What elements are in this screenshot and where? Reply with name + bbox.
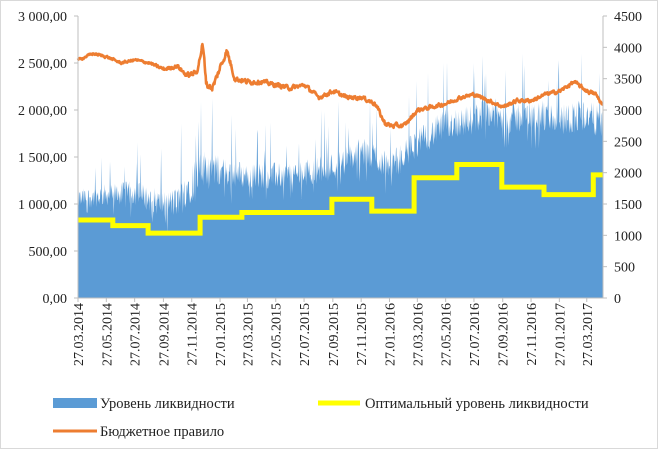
optimal-liquidity-series: [78, 162, 603, 236]
budget-rule-line: [76, 42, 604, 130]
legend-label-optimal: Оптимальный уровень ликвидности: [365, 396, 589, 412]
right-axis-ticks: 0 500 1000 1500 2000 2500 3000 3500 4000 4500: [603, 10, 642, 307]
liquidity-area: [78, 53, 603, 298]
right-tick-label: 3000: [614, 104, 642, 119]
x-axis-ticks: 27.03.2014 27.05.2014 27.07.2014 27.09.2014…: [72, 298, 596, 366]
left-axis-ticks: 0,00 500,00 1 000,00 1 500,00 2 000,00 2 500,…: [18, 10, 78, 307]
x-tick-label: 27.03.2014: [72, 303, 87, 366]
x-tick-label: 27.03.2015: [241, 303, 256, 366]
right-tick-label: 4500: [614, 10, 642, 25]
x-tick-label: 27.05.2016: [440, 303, 455, 366]
left-tick-label: 0,00: [43, 292, 68, 307]
x-tick-label: 27.07.2014: [129, 303, 144, 366]
x-tick-label: 27.11.2016: [525, 303, 540, 365]
right-tick-label: 1500: [614, 198, 642, 213]
right-tick-label: 2500: [614, 135, 642, 150]
right-tick-label: 500: [614, 261, 635, 276]
right-tick-label: 0: [614, 292, 621, 307]
right-tick-label: 3500: [614, 73, 642, 88]
x-tick-label: 27.03.2017: [581, 303, 596, 366]
x-tick-label: 27.01.2017: [553, 303, 568, 366]
x-tick-label: 27.11.2014: [186, 303, 201, 365]
x-tick-label: 27.05.2014: [100, 303, 115, 366]
x-tick-label: 27.09.2016: [497, 303, 512, 366]
left-tick-label: 500,00: [29, 245, 68, 260]
left-tick-label: 1 500,00: [18, 151, 67, 166]
right-tick-label: 4000: [614, 41, 642, 56]
x-tick-label: 27.01.2015: [214, 303, 229, 366]
x-tick-label: 27.11.2015: [355, 303, 370, 365]
right-tick-label: 2000: [614, 167, 642, 182]
liquidity-area-series: [78, 53, 603, 298]
legend-label-liquidity: Уровень ликвидности: [100, 396, 235, 412]
optimal-liquidity-line: [78, 162, 603, 236]
x-tick-label: 27.09.2015: [327, 303, 342, 366]
x-tick-label: 27.03.2016: [411, 303, 426, 366]
x-tick-label: 27.07.2016: [468, 303, 483, 366]
x-tick-label: 27.07.2015: [298, 303, 313, 366]
legend-label-budget: Бюджетное правило: [100, 424, 224, 440]
left-tick-label: 1 000,00: [18, 198, 67, 213]
legend-swatch-liquidity: [53, 398, 97, 408]
x-tick-label: 27.05.2015: [270, 303, 285, 366]
budget-rule-series: [76, 42, 604, 130]
right-tick-label: 1000: [614, 229, 642, 244]
left-tick-label: 2 500,00: [18, 57, 67, 72]
x-tick-label: 27.01.2016: [383, 303, 398, 366]
left-tick-label: 3 000,00: [18, 10, 67, 25]
left-tick-label: 2 000,00: [18, 104, 67, 119]
legend: Уровень ликвидности Оптимальный уровень …: [53, 396, 589, 440]
x-tick-label: 27.09.2014: [157, 303, 172, 366]
